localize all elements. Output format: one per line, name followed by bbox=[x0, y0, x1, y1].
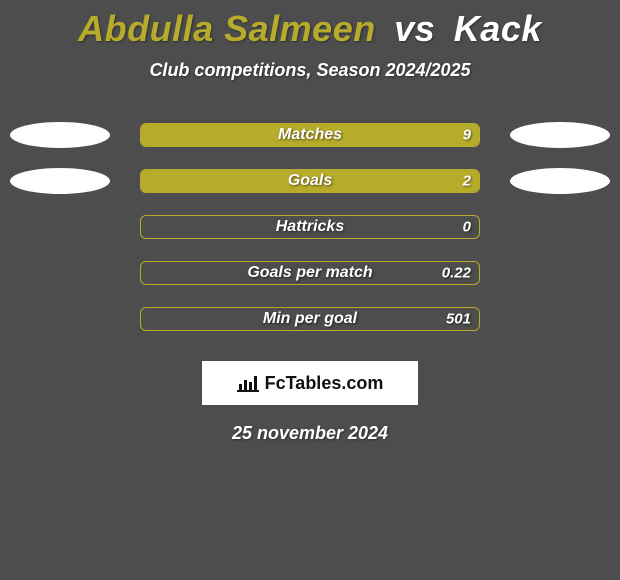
date-text: 25 november 2024 bbox=[0, 423, 620, 444]
stat-bar: Goals 2 bbox=[140, 169, 480, 193]
logo-box[interactable]: FcTables.com bbox=[202, 361, 418, 405]
stat-bar: Goals per match 0.22 bbox=[140, 261, 480, 285]
stat-row-gpm: Goals per match 0.22 bbox=[0, 261, 620, 285]
stat-label: Min per goal bbox=[141, 310, 479, 328]
logo-text: FcTables.com bbox=[265, 373, 384, 394]
player2-name: Kack bbox=[454, 8, 542, 49]
comparison-card: Abdulla Salmeen vs Kack Club competition… bbox=[0, 0, 620, 580]
stat-bar-fill bbox=[141, 170, 479, 192]
stat-bar: Min per goal 501 bbox=[140, 307, 480, 331]
stat-label: Hattricks bbox=[141, 218, 479, 236]
stat-bar-fill bbox=[141, 124, 479, 146]
stat-bar: Matches 9 bbox=[140, 123, 480, 147]
stat-rows: Matches 9 Goals 2 Hattricks 0 bbox=[0, 123, 620, 331]
subtitle: Club competitions, Season 2024/2025 bbox=[0, 60, 620, 81]
player1-name: Abdulla Salmeen bbox=[78, 8, 376, 49]
page-title: Abdulla Salmeen vs Kack bbox=[0, 0, 620, 50]
stat-row-mpg: Min per goal 501 bbox=[0, 307, 620, 331]
stat-row-matches: Matches 9 bbox=[0, 123, 620, 147]
bar-chart-icon bbox=[237, 374, 259, 392]
right-oval bbox=[510, 122, 610, 148]
stat-row-goals: Goals 2 bbox=[0, 169, 620, 193]
right-oval bbox=[510, 168, 610, 194]
stat-value: 0.22 bbox=[442, 265, 471, 282]
stat-row-hattricks: Hattricks 0 bbox=[0, 215, 620, 239]
left-oval bbox=[10, 168, 110, 194]
left-oval bbox=[10, 122, 110, 148]
stat-value: 0 bbox=[463, 219, 471, 236]
vs-text: vs bbox=[394, 8, 435, 49]
stat-bar: Hattricks 0 bbox=[140, 215, 480, 239]
stat-label: Goals per match bbox=[141, 264, 479, 282]
stat-value: 501 bbox=[446, 311, 471, 328]
